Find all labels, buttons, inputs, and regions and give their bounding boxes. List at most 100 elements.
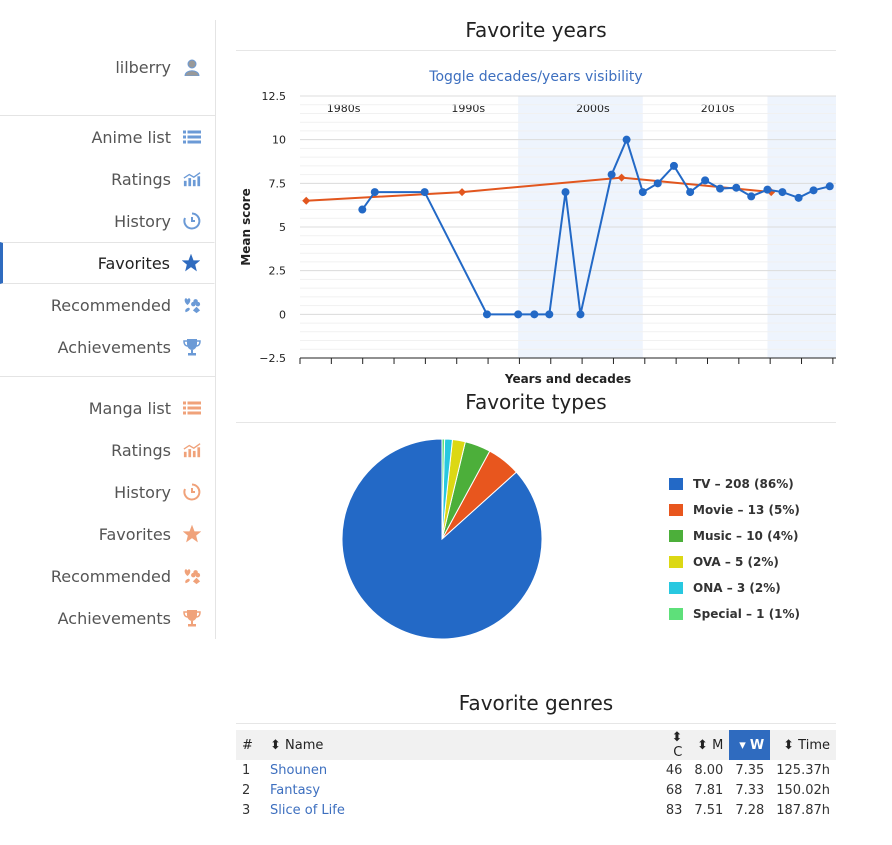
sidebar-item-anime-achievements[interactable]: Achievements: [0, 326, 215, 368]
sidebar-item-manga-ratings[interactable]: Ratings: [0, 429, 215, 471]
toggle-decades-years-link[interactable]: Toggle decades/years visibility: [429, 69, 643, 85]
data-point: [302, 196, 311, 205]
sidebar-item-manga-achievements[interactable]: Achievements: [0, 597, 215, 639]
sidebar-item-label: Ratings: [111, 440, 171, 460]
data-point: [545, 310, 554, 319]
cell-time: 125.37h: [776, 762, 830, 778]
column-header-time[interactable]: ⬍ Time: [770, 730, 836, 760]
data-point: [622, 135, 631, 144]
y-tick-label: 10: [272, 134, 286, 147]
sidebar-item-label: Favorites: [97, 253, 170, 273]
trophy-icon: [183, 338, 201, 356]
data-point: [669, 161, 678, 170]
favorite-types-pie-chart: [341, 439, 543, 640]
data-point: [747, 192, 756, 201]
username: lilberry: [115, 58, 171, 77]
table-row: 1 Shounen 46 8.00 7.35 125.37h: [236, 760, 836, 780]
sidebar-item-label: Anime list: [91, 127, 171, 147]
user-profile-link[interactable]: lilberry: [0, 20, 215, 116]
y-tick-label: 0: [279, 308, 286, 321]
pie-slice: [441, 439, 446, 540]
data-point: [732, 183, 741, 192]
data-point: [458, 188, 467, 197]
sidebar-item-anime-ratings[interactable]: Ratings: [0, 158, 215, 200]
cell-time: 187.87h: [776, 802, 830, 818]
legend-item[interactable]: Music – 10 (4%): [669, 523, 800, 549]
cell-w: 7.35: [735, 762, 765, 778]
legend-item[interactable]: OVA – 5 (2%): [669, 549, 800, 575]
recommended-icon: [183, 567, 201, 585]
favorite-years-title: Favorite years: [236, 18, 836, 51]
legend-item[interactable]: ONA – 3 (2%): [669, 575, 800, 601]
favorite-types-legend: TV – 208 (86%) Movie – 13 (5%) Music – 10 …: [669, 471, 800, 627]
legend-label: Movie – 13 (5%): [693, 503, 800, 517]
genre-link[interactable]: Fantasy: [270, 782, 321, 798]
sidebar-item-label: Recommended: [50, 566, 171, 586]
data-point: [370, 188, 379, 197]
legend-swatch: [669, 608, 683, 620]
legend-item[interactable]: Special – 1 (1%): [669, 601, 800, 627]
legend-label: OVA – 5 (2%): [693, 555, 779, 569]
legend-item[interactable]: TV – 208 (86%): [669, 471, 800, 497]
sidebar-item-manga-list[interactable]: Manga list: [0, 387, 215, 429]
legend-label: Special – 1 (1%): [693, 607, 801, 621]
list-icon: [183, 399, 201, 417]
table-header-row: # ⬍ Name ⬍ C ⬍ M ▾ W ⬍ Time: [236, 730, 836, 760]
history-icon: [183, 212, 201, 230]
sidebar-item-anime-recommended[interactable]: Recommended: [0, 284, 215, 326]
sidebar-item-manga-favorites[interactable]: Favorites: [0, 513, 215, 555]
data-point: [763, 185, 772, 194]
data-point: [638, 188, 647, 197]
y-tick-label: 7.5: [269, 177, 287, 190]
sort-icon: ⬍: [783, 737, 795, 753]
star-icon: [183, 525, 201, 543]
data-point: [358, 205, 367, 214]
cell-rank: 3: [242, 802, 251, 818]
genre-link[interactable]: Slice of Life: [270, 802, 345, 818]
favorite-genres-title: Favorite genres: [236, 691, 836, 724]
legend-swatch: [669, 478, 683, 490]
genre-link[interactable]: Shounen: [270, 762, 328, 778]
legend-item[interactable]: Movie – 13 (5%): [669, 497, 800, 523]
user-icon: [183, 59, 201, 77]
y-tick-label: 2.5: [269, 265, 287, 278]
column-header-label: M: [712, 737, 724, 753]
data-point: [809, 186, 818, 195]
cell-w: 7.28: [735, 802, 765, 818]
data-point: [794, 193, 803, 202]
star-icon: [182, 254, 200, 272]
column-header-name[interactable]: ⬍ Name: [264, 730, 655, 760]
column-header-c[interactable]: ⬍ C: [654, 730, 689, 760]
sidebar-item-anime-favorites[interactable]: Favorites: [0, 242, 215, 284]
data-point: [530, 310, 539, 319]
recommended-icon: [183, 296, 201, 314]
sidebar-item-label: Achievements: [57, 608, 171, 628]
data-point: [420, 188, 429, 197]
cell-w: 7.33: [735, 782, 765, 798]
sidebar-item-anime-history[interactable]: History: [0, 200, 215, 242]
sidebar-item-anime-list[interactable]: Anime list: [0, 116, 215, 158]
sidebar-item-label: Manga list: [88, 398, 171, 418]
data-point: [701, 176, 710, 185]
cell-m: 7.81: [694, 782, 724, 798]
data-point: [514, 310, 523, 319]
column-header-label: Time: [798, 737, 830, 753]
column-header-label: W: [749, 737, 765, 753]
series-line: [306, 176, 772, 202]
column-header-w[interactable]: ▾ W: [729, 730, 771, 760]
sidebar-item-label: History: [114, 482, 171, 502]
list-icon: [183, 128, 201, 146]
data-point: [607, 170, 616, 179]
ratings-icon: [183, 441, 201, 459]
legend-swatch: [669, 504, 683, 516]
sort-icon: ⬍: [270, 737, 281, 753]
sidebar-item-manga-history[interactable]: History: [0, 471, 215, 513]
cell-m: 7.51: [694, 802, 724, 818]
sidebar-item-manga-recommended[interactable]: Recommended: [0, 555, 215, 597]
data-point: [825, 182, 834, 191]
trophy-icon: [183, 609, 201, 627]
column-header-m[interactable]: ⬍ M: [688, 730, 730, 760]
cell-time: 150.02h: [776, 782, 830, 798]
data-point: [778, 188, 787, 197]
cell-rank: 2: [242, 782, 251, 798]
